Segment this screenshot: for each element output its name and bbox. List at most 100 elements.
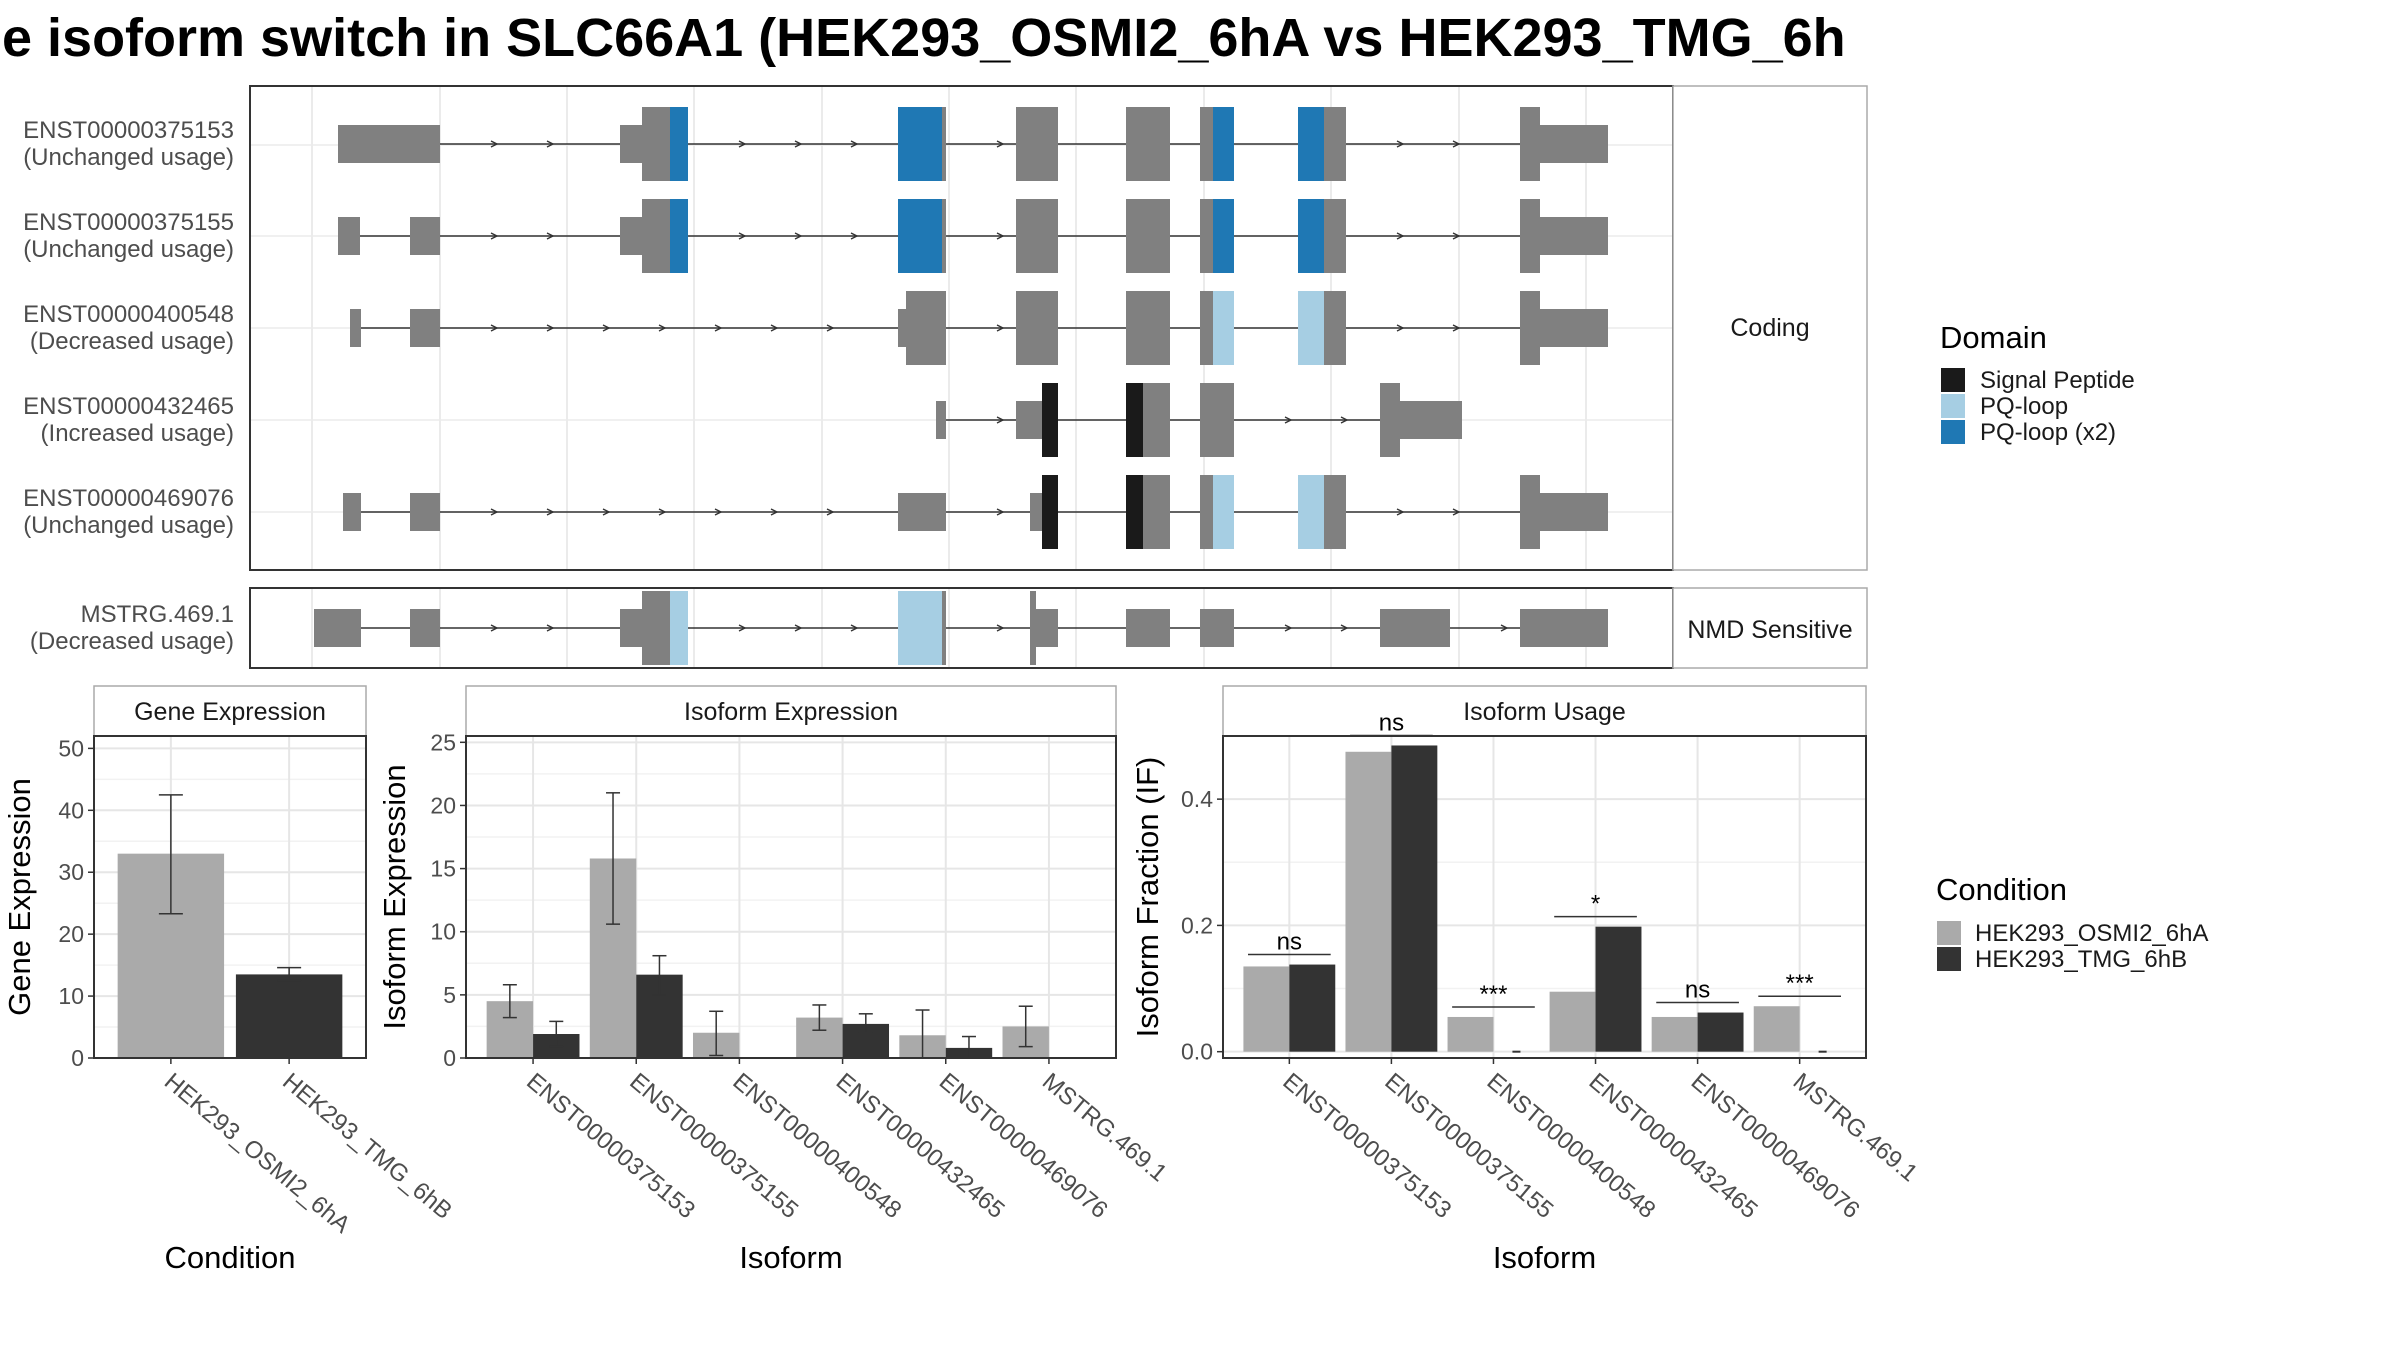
exon-block — [1143, 383, 1170, 457]
transcript-model — [314, 591, 1608, 665]
exon-block — [314, 609, 361, 647]
y-tick-label: 20 — [58, 921, 84, 947]
exon-block — [936, 401, 946, 439]
significance-label: ns — [1277, 929, 1302, 956]
exon-block — [410, 217, 440, 255]
exon-block — [620, 125, 642, 163]
intron-arrow — [1396, 324, 1405, 332]
intron-arrow — [1396, 508, 1405, 516]
y-tick-label: 0.4 — [1181, 786, 1213, 812]
exon-block — [942, 199, 946, 273]
exon-block — [1324, 107, 1346, 181]
exon-block — [343, 493, 361, 531]
coding-strip-label: Coding — [1730, 314, 1809, 342]
exon-block — [642, 591, 670, 665]
legend-swatch — [1941, 368, 1965, 392]
intron-arrow — [602, 508, 611, 516]
legend-label: Signal Peptide — [1980, 367, 2135, 394]
x-tick-label: ENST00000432465 — [1584, 1068, 1763, 1224]
exon-block — [1126, 609, 1170, 647]
y-tick-label: 20 — [430, 792, 456, 818]
exon-block — [1030, 493, 1042, 531]
bar — [1549, 991, 1596, 1052]
intron-arrow — [546, 324, 555, 332]
exon-block — [1520, 199, 1540, 273]
bar — [1595, 926, 1642, 1052]
bar — [1753, 1006, 1800, 1052]
exon-block — [942, 591, 946, 665]
panel-frame — [1222, 735, 1867, 1059]
transcript-usage-label: (Decreased usage) — [30, 628, 234, 655]
bar-charts: Gene Expression01020304050HEK293_OSMI2_6… — [2, 685, 1923, 1275]
exon-block — [1016, 107, 1058, 181]
exon-block — [1200, 383, 1234, 457]
x-axis-title: Isoform — [739, 1240, 842, 1275]
exon-block — [1036, 609, 1058, 647]
exon-block — [1380, 383, 1400, 457]
exon-block — [1380, 609, 1450, 647]
significance-label: *** — [1479, 981, 1507, 1008]
y-axis-title: Isoform Fraction (IF) — [1130, 757, 1165, 1038]
y-axis-title: Isoform Expression — [377, 764, 412, 1029]
panel-strip — [465, 685, 1117, 737]
x-tick-label: ENST00000469076 — [1686, 1068, 1865, 1224]
y-tick-label: 15 — [430, 856, 456, 882]
exon-block — [1126, 383, 1143, 457]
exon-block — [1324, 291, 1346, 365]
intron-arrow — [490, 508, 499, 516]
exon-block — [898, 107, 942, 181]
figure-title: e isoform switch in SLC66A1 (HEK293_OSMI… — [2, 8, 1846, 68]
exon-block — [906, 291, 946, 365]
x-tick-label: ENST00000400548 — [728, 1068, 907, 1224]
intron-arrow — [770, 324, 779, 332]
intron-arrow — [546, 624, 555, 632]
intron-arrow — [490, 324, 499, 332]
exon-block — [1540, 217, 1608, 255]
y-tick-label: 0 — [443, 1045, 456, 1071]
intron-arrow — [1396, 232, 1405, 240]
significance-label: ns — [1379, 709, 1404, 736]
exon-block — [1400, 401, 1462, 439]
exon-block — [620, 217, 642, 255]
exon-block — [670, 107, 688, 181]
domain-legend-title: Domain — [1940, 320, 2047, 355]
intron-arrow — [794, 624, 803, 632]
y-axis-title: Gene Expression — [2, 778, 37, 1016]
legend-label: HEK293_OSMI2_6hA — [1975, 920, 2208, 947]
exon-block — [1213, 475, 1234, 549]
x-tick-label: ENST00000432465 — [831, 1068, 1010, 1224]
intron-arrow — [602, 324, 611, 332]
y-tick-label: 30 — [58, 859, 84, 885]
nmd-strip — [1672, 587, 1868, 669]
transcript-id-label: ENST00000400548 — [23, 301, 234, 328]
bar — [235, 974, 343, 1058]
significance-label: ns — [1685, 977, 1710, 1004]
intron-arrow — [714, 324, 723, 332]
panel-title: Gene Expression — [134, 698, 326, 726]
intron-arrow — [1284, 416, 1293, 424]
exon-block — [1143, 475, 1170, 549]
intron-arrow — [738, 140, 747, 148]
intron-arrow — [738, 624, 747, 632]
x-tick-label: ENST00000375155 — [624, 1068, 803, 1224]
intron-arrow — [850, 232, 859, 240]
exon-block — [1126, 475, 1143, 549]
exon-block — [350, 309, 361, 347]
intron-arrow — [1340, 416, 1349, 424]
bar — [1391, 745, 1438, 1052]
intron-arrow — [546, 508, 555, 516]
exon-block — [1324, 199, 1346, 273]
intron-arrow — [996, 324, 1005, 332]
intron-arrow — [490, 624, 499, 632]
nmd-strip-label: NMD Sensitive — [1687, 616, 1852, 644]
intron-arrow — [1452, 324, 1461, 332]
exon-block — [1298, 291, 1324, 365]
y-tick-label: 5 — [443, 982, 456, 1008]
condition-legend-title: Condition — [1936, 872, 2067, 907]
transcript-usage-label: (Unchanged usage) — [23, 144, 234, 171]
bar — [1697, 1012, 1744, 1052]
y-tick-label: 25 — [430, 729, 456, 755]
